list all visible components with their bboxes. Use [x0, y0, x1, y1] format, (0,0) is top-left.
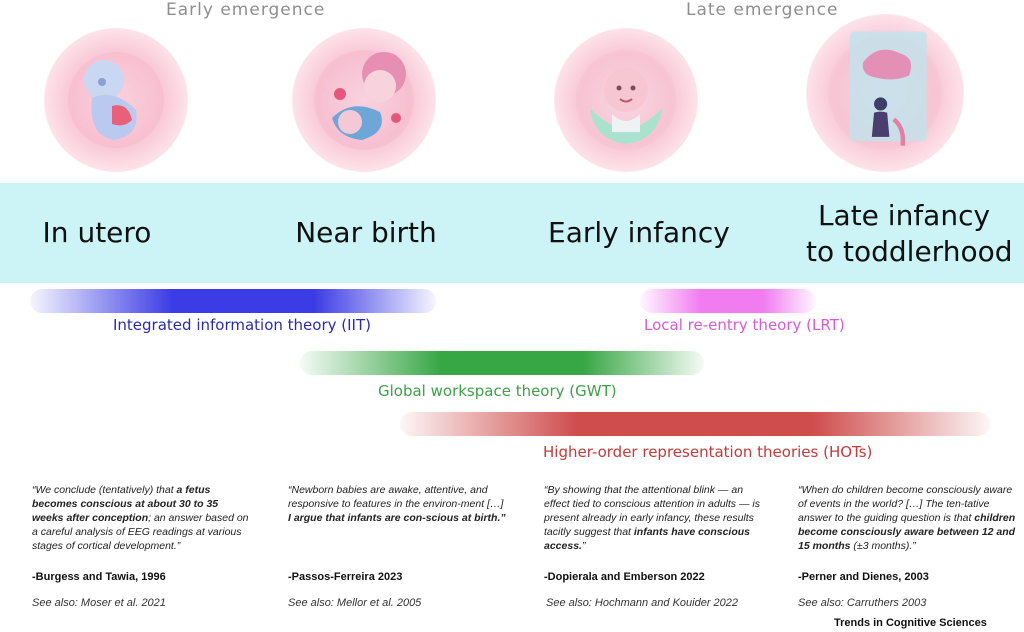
citation-dopierala: -Dopierala and Emberson 2022: [544, 571, 705, 583]
stage-early-infancy: Early infancy: [548, 216, 730, 249]
stage-near-birth: Near birth: [295, 216, 437, 249]
fetus-illustration: [44, 28, 188, 172]
quote-burgess: “We conclude (tentatively) that a fetus …: [32, 483, 250, 553]
quote-text: ”: [581, 540, 586, 552]
see-also-moser: See also: Moser et al. 2021: [32, 597, 166, 609]
lrt-bar: [640, 289, 816, 313]
see-also-hochmann: See also: Hochmann and Kouider 2022: [546, 597, 739, 609]
quote-text: “We conclude (tentatively) that: [32, 484, 177, 496]
iit-label: Integrated information theory (IIT): [113, 316, 371, 334]
infant-illustration: [554, 28, 698, 172]
stage-late-infancy-line2: to toddlerhood: [806, 235, 1013, 268]
quote-emphasis: children become consciously aware betwee…: [798, 512, 1016, 552]
gwt-label: Global workspace theory (GWT): [378, 382, 617, 400]
iit-bar: [30, 289, 436, 313]
journal-credit: Trends in Cognitive Sciences: [834, 617, 987, 629]
see-also-carruthers: See also: Carruthers 2003: [798, 597, 927, 609]
quote-emphasis: I argue that infants are con-scious at b…: [288, 512, 506, 524]
stage-late-infancy-line1: Late infancy: [817, 199, 991, 232]
early-emergence-label: Early emergence: [166, 0, 326, 20]
quote-text: ; an answer based on a careful analysis …: [32, 512, 249, 552]
citation-passos-ferreira: -Passos-Ferreira 2023: [288, 571, 403, 583]
quote-emphasis: infants have conscious access.: [544, 526, 751, 552]
stage-in-utero: In utero: [42, 216, 152, 249]
hot-bar: [400, 412, 990, 436]
toddler-illustration: [806, 14, 964, 172]
quote-text: “When do children become consciously awa…: [798, 484, 1013, 524]
citation-burgess: -Burgess and Tawia, 1996: [32, 571, 166, 583]
citation-perner: -Perner and Dienes, 2003: [798, 571, 929, 583]
stage-band: [0, 183, 1024, 283]
quote-text: (±3 months).”: [850, 540, 916, 552]
newborn-illustration: [292, 28, 436, 172]
quote-text: “Newborn babies are awake, attentive, an…: [288, 484, 504, 510]
quote-emphasis: a fetus becomes conscious at about 30 to…: [32, 484, 219, 524]
gwt-bar: [300, 351, 704, 375]
late-emergence-label: Late emergence: [686, 0, 839, 20]
quote-passos-ferreira: “Newborn babies are awake, attentive, an…: [288, 483, 506, 525]
quote-dopierala: “By showing that the attentional blink —…: [544, 483, 762, 553]
quote-perner: “When do children become consciously awa…: [798, 483, 1016, 553]
stage-late-infancy: Late infancy to toddlerhood: [806, 198, 1013, 270]
quote-text: “By showing that the attentional blink —…: [544, 484, 760, 538]
see-also-mellor: See also: Mellor et al. 2005: [288, 597, 422, 609]
lrt-label: Local re-entry theory (LRT): [644, 316, 845, 334]
hot-label: Higher-order representation theories (HO…: [543, 443, 873, 461]
